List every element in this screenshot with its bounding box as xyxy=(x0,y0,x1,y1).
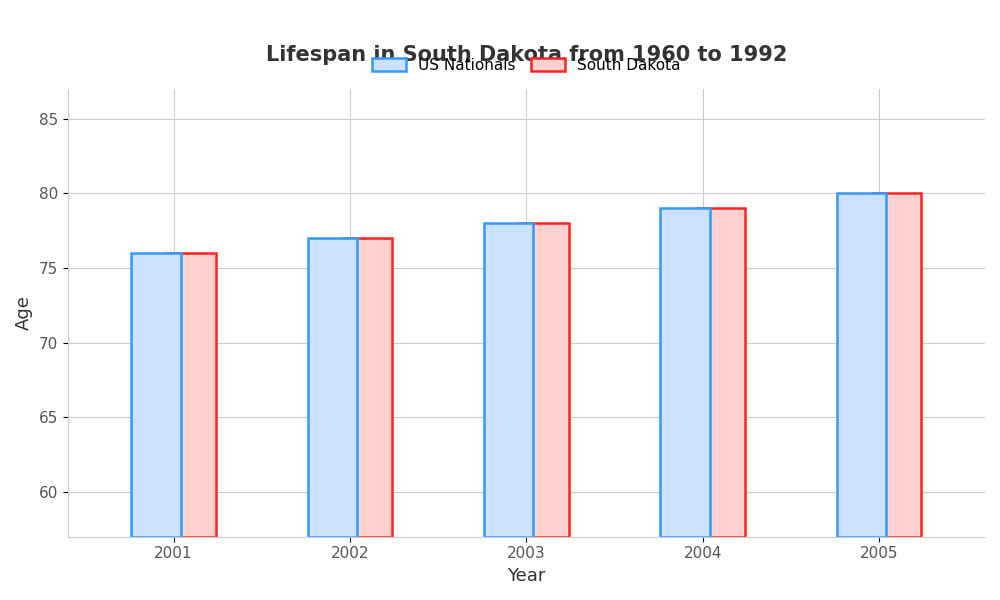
Y-axis label: Age: Age xyxy=(15,295,33,330)
Bar xyxy=(872,193,921,537)
Bar xyxy=(696,208,745,537)
Bar xyxy=(343,238,392,537)
Bar xyxy=(166,253,216,537)
Bar xyxy=(484,223,533,537)
X-axis label: Year: Year xyxy=(507,567,546,585)
Bar xyxy=(837,193,886,537)
Bar xyxy=(131,253,181,537)
Bar xyxy=(660,208,710,537)
Legend: US Nationals, South Dakota: US Nationals, South Dakota xyxy=(366,52,686,79)
Bar xyxy=(308,238,357,537)
Title: Lifespan in South Dakota from 1960 to 1992: Lifespan in South Dakota from 1960 to 19… xyxy=(266,45,787,65)
Bar xyxy=(519,223,569,537)
